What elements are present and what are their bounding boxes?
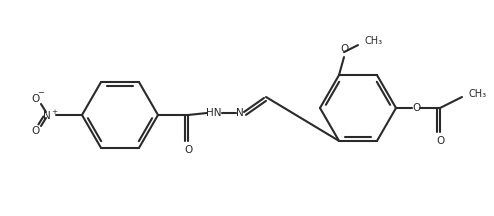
Text: O: O	[340, 44, 348, 54]
Text: O: O	[184, 145, 192, 155]
Text: O: O	[412, 103, 420, 113]
Text: CH₃: CH₃	[364, 36, 382, 46]
Text: N: N	[236, 108, 244, 118]
Text: O: O	[31, 94, 39, 104]
Text: O: O	[31, 126, 39, 136]
Text: HN: HN	[206, 108, 222, 118]
Text: N$^+$: N$^+$	[41, 108, 58, 122]
Text: −: −	[38, 89, 44, 97]
Text: O: O	[436, 136, 444, 146]
Text: CH₃: CH₃	[468, 89, 486, 99]
